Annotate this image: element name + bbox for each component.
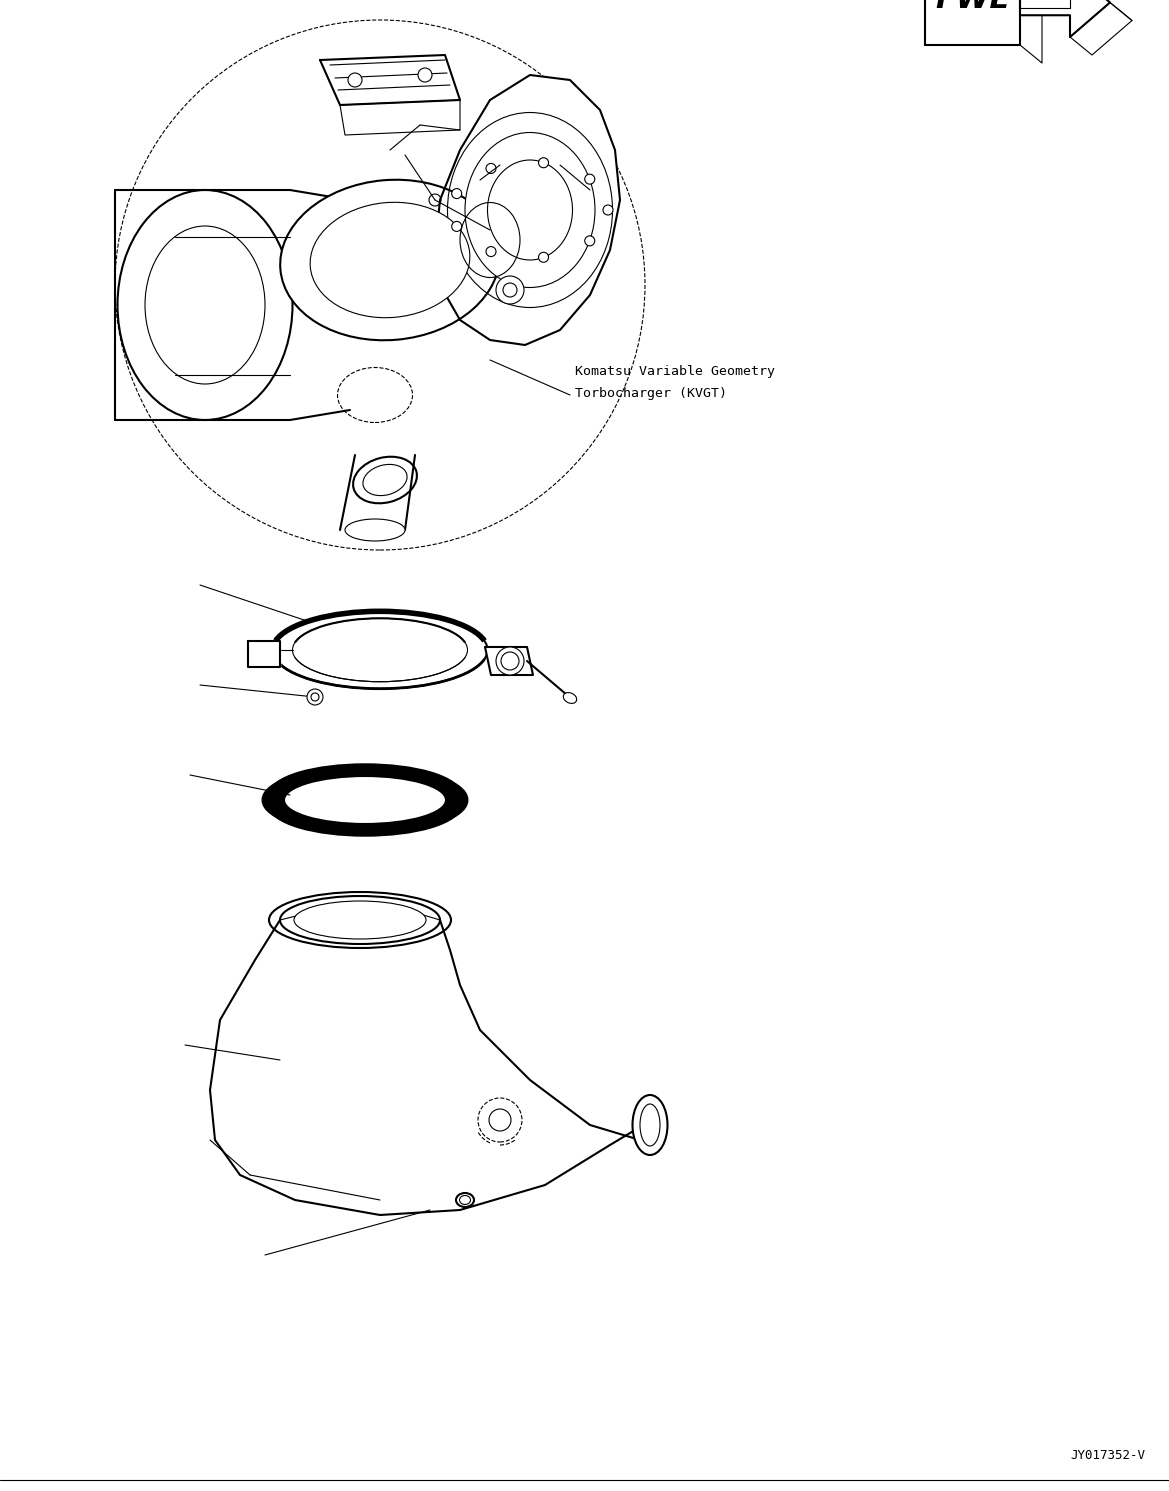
Circle shape <box>348 73 362 86</box>
Polygon shape <box>1070 3 1132 55</box>
Ellipse shape <box>281 896 440 944</box>
Ellipse shape <box>345 519 404 541</box>
Ellipse shape <box>145 227 265 385</box>
Circle shape <box>496 647 524 675</box>
Ellipse shape <box>281 180 500 340</box>
Text: FWL: FWL <box>935 0 1009 15</box>
Circle shape <box>489 1109 511 1132</box>
Circle shape <box>486 164 496 173</box>
Polygon shape <box>485 647 533 675</box>
Ellipse shape <box>459 1196 470 1205</box>
Circle shape <box>419 69 433 82</box>
Polygon shape <box>1021 0 1070 7</box>
Ellipse shape <box>632 1094 667 1156</box>
Polygon shape <box>340 100 459 136</box>
Ellipse shape <box>456 1193 473 1208</box>
Circle shape <box>584 236 595 246</box>
Circle shape <box>451 188 462 198</box>
Ellipse shape <box>639 1103 660 1147</box>
Polygon shape <box>320 55 459 104</box>
Text: JY017352-V: JY017352-V <box>1070 1449 1144 1463</box>
Ellipse shape <box>284 775 447 825</box>
Circle shape <box>539 252 548 262</box>
Circle shape <box>603 204 613 215</box>
Circle shape <box>478 1097 523 1142</box>
Circle shape <box>307 689 323 705</box>
Ellipse shape <box>563 693 576 704</box>
Ellipse shape <box>292 619 468 681</box>
Circle shape <box>311 693 319 701</box>
Polygon shape <box>248 641 281 666</box>
Text: Torbocharger (KVGT): Torbocharger (KVGT) <box>575 388 727 400</box>
Ellipse shape <box>272 611 487 689</box>
Ellipse shape <box>293 901 426 939</box>
Circle shape <box>496 276 524 304</box>
Ellipse shape <box>269 892 451 948</box>
Ellipse shape <box>362 464 407 495</box>
Ellipse shape <box>353 456 417 504</box>
Circle shape <box>486 246 496 256</box>
Ellipse shape <box>487 160 573 259</box>
Text: Komatsu Variable Geometry: Komatsu Variable Geometry <box>575 365 775 379</box>
Circle shape <box>584 174 595 185</box>
Polygon shape <box>1021 0 1111 37</box>
Ellipse shape <box>465 133 595 288</box>
Circle shape <box>451 222 462 231</box>
Ellipse shape <box>118 189 292 420</box>
Polygon shape <box>925 0 1021 45</box>
Polygon shape <box>435 75 620 344</box>
Ellipse shape <box>310 203 470 318</box>
Circle shape <box>539 158 548 167</box>
Circle shape <box>502 652 519 669</box>
Circle shape <box>503 283 517 297</box>
Polygon shape <box>1021 0 1042 63</box>
